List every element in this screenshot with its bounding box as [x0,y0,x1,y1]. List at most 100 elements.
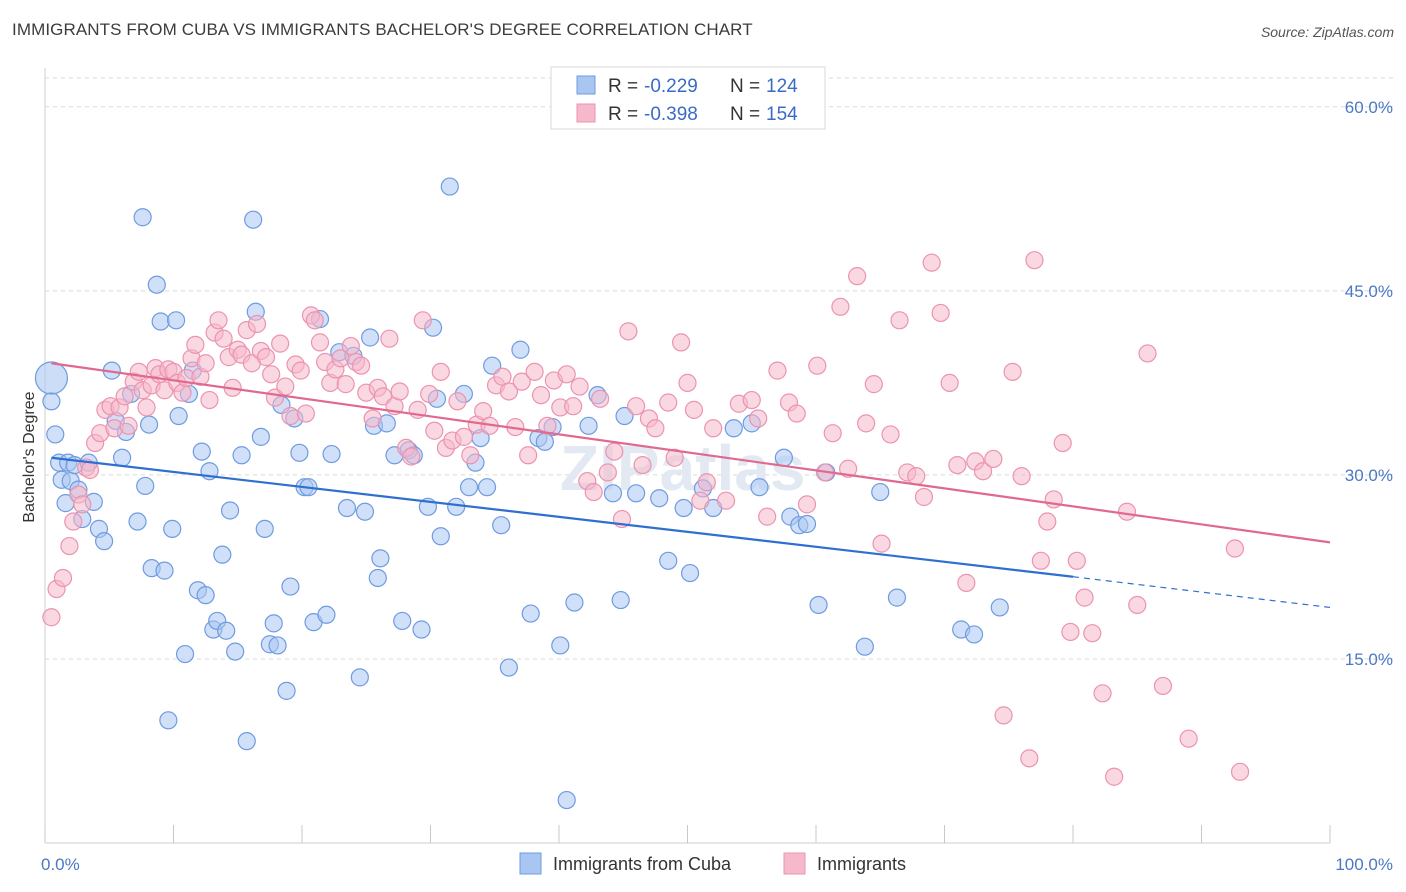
y-tick-label: 15.0% [1345,650,1393,669]
data-point [671,333,691,352]
x-tick-label: 0.0% [41,855,80,874]
data-point [200,390,219,410]
data-point [615,406,634,426]
data-point [220,501,240,520]
data-point [175,644,195,664]
data-point [310,333,330,352]
legend-swatch-pink [576,103,596,123]
data-point [591,389,610,408]
legend-n-value-2: 154 [766,104,798,125]
axes [44,68,1331,844]
data-point [680,563,700,583]
data-point [907,467,926,486]
data-point [448,392,467,411]
data-point [277,681,296,700]
data-point [1012,467,1031,486]
data-point [570,377,589,396]
data-point [1105,767,1124,786]
data-point [716,491,736,510]
data-point [1067,551,1086,570]
data-point [848,267,867,286]
data-point [887,588,907,607]
data-point [855,637,874,656]
data-point [797,514,817,534]
data-point [768,361,787,380]
data-point [1025,251,1044,270]
data-point [247,314,267,334]
data-point [598,463,617,482]
data-point [749,409,768,428]
data-point [209,311,228,330]
trend-line-immigrants [51,362,1331,544]
data-point [402,447,421,466]
data-point [73,495,92,514]
series-immigrants [42,251,1250,786]
data-point [393,611,412,631]
data-point [538,416,557,435]
data-point [1083,624,1102,643]
data-point [337,498,357,518]
data-point [271,334,290,353]
y-axis-label: Bachelor's Degree [21,391,38,522]
data-point [281,577,300,596]
data-point [291,361,310,380]
data-point [290,443,309,462]
data-point [363,409,382,428]
data-point [871,482,890,502]
data-point [268,636,287,655]
bottom-legend-label-2: Immigrants [817,854,906,874]
data-point [948,455,967,475]
data-point [1038,512,1057,531]
data-point [1117,502,1137,521]
data-point [565,593,584,612]
data-point [521,604,540,623]
bottom-legend: Immigrants from Cuba Immigrants [519,852,906,875]
data-point [684,400,704,419]
data-point [1061,622,1080,642]
data-point [420,384,439,404]
data-point [697,473,716,492]
data-point [797,495,817,514]
data-point [551,636,570,655]
data-point [665,448,684,467]
data-point [1225,539,1245,558]
data-point [147,275,166,294]
bottom-legend-swatch-pink [783,852,806,875]
data-point [659,393,678,412]
data-point [626,484,646,503]
y-tick-label: 30.0% [1345,466,1393,485]
data-point [196,354,215,373]
legend-r-value-1: -0.229 [644,76,698,97]
data-point [213,545,232,564]
data-point [499,658,518,677]
data-point [166,311,186,330]
data-point [750,478,769,497]
trend-lines [51,362,1331,609]
data-point [557,365,576,384]
data-point [605,442,624,461]
legend-n-label-2: N = [730,104,760,125]
data-point [412,620,431,639]
data-point [355,502,375,521]
data-point [95,532,114,551]
data-point [196,586,215,605]
data-point [115,387,134,406]
data-point [1093,684,1112,703]
data-point [603,484,623,503]
data-point [42,392,61,411]
data-point [724,419,743,438]
data-point [454,427,474,446]
bottom-legend-label-1: Immigrants from Cuba [553,854,732,874]
legend: R = -0.229 N = 124 R = -0.398 N = 154 [550,66,826,130]
y-tick-label: 60.0% [1345,98,1393,117]
data-point [46,425,65,444]
data-point [984,449,1003,469]
data-point [931,303,950,323]
data-point [336,375,355,394]
data-point [584,482,603,502]
data-point [650,489,669,508]
data-point [64,512,83,531]
data-point [646,419,665,438]
data-point [281,406,300,426]
